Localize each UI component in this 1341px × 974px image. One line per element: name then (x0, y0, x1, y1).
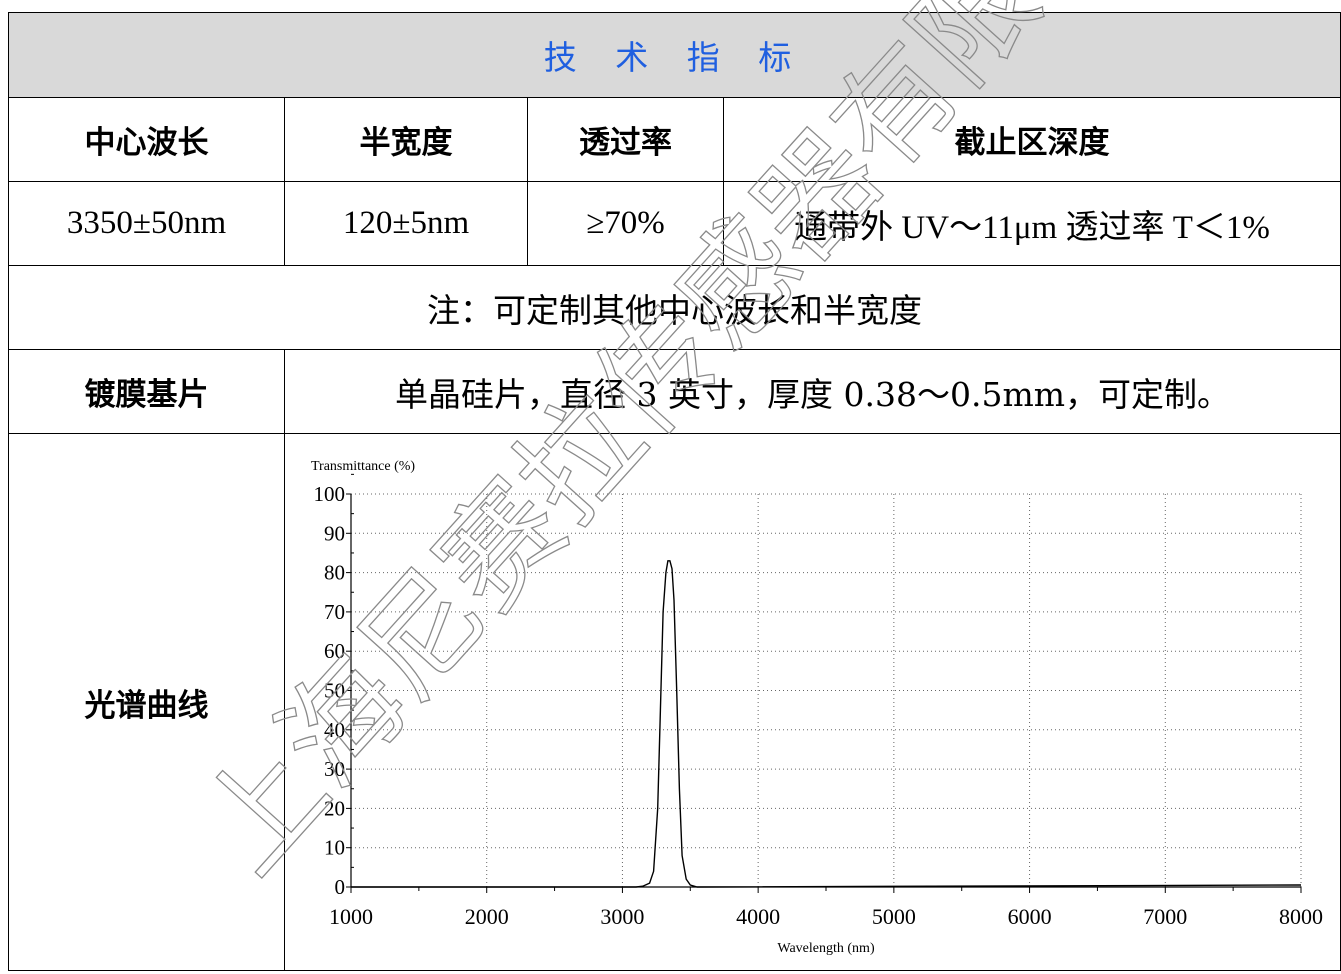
y-tick-label: 20 (324, 796, 345, 820)
header-center-wavelength: 中心波长 (8, 97, 285, 182)
header-cutoff-depth: 截止区深度 (722, 97, 1341, 182)
value-center-wavelength: 3350±50nm (8, 181, 285, 266)
y-tick-label: 0 (335, 875, 346, 899)
note-text: 注：可定制其他中心波长和半宽度 (7, 265, 1341, 350)
spectrum-chart: 0 10 20 30 40 50 60 70 80 90 100 1000 2000 3000 4000 50… (311, 459, 1323, 956)
x-tick-label: 8000 (1279, 904, 1323, 929)
y-tick-label: 50 (324, 679, 345, 703)
substrate-value: 单晶硅片，直径 3 英寸，厚度 0.38～0.5mm，可定制。 (283, 349, 1341, 434)
x-tick-label: 7000 (1143, 904, 1187, 929)
y-tick-label: 60 (324, 639, 345, 663)
table-title: 技 术 指 标 (543, 38, 806, 77)
spectrum-label: 光谱曲线 (8, 433, 285, 971)
substrate-label: 镀膜基片 (8, 349, 285, 434)
header-half-width: 半宽度 (284, 97, 528, 182)
header-transmittance: 透过率 (527, 97, 724, 182)
x-tick-label: 1000 (329, 904, 373, 929)
x-tick-label: 5000 (872, 904, 916, 929)
table-title-cell: 技 术 指 标 (7, 12, 1341, 98)
x-tick-label: 3000 (600, 904, 644, 929)
spectrum-chart-cell: 0 10 20 30 40 50 60 70 80 90 100 1000 2000 3000 4000 50… (283, 433, 1341, 971)
y-tick-label: 100 (314, 482, 346, 506)
value-transmittance: ≥70% (527, 181, 724, 266)
x-tick-label: 6000 (1008, 904, 1052, 929)
x-tick-label: 2000 (465, 904, 509, 929)
transmittance-curve (351, 560, 1302, 888)
x-axis-label: Wavelength (nm) (777, 941, 875, 956)
y-tick-label: 90 (324, 521, 345, 545)
y-tick-label: 80 (324, 561, 345, 585)
value-half-width: 120±5nm (284, 181, 528, 266)
y-tick-label: 10 (324, 836, 345, 860)
value-cutoff-depth: 通带外 UV～11μm 透过率 T＜1% (722, 181, 1341, 266)
x-tick-label: 4000 (736, 904, 780, 929)
y-tick-label: 30 (324, 757, 345, 781)
y-tick-label: 70 (324, 600, 345, 624)
spec-table: 技 术 指 标 中心波长 半宽度 透过率 截止区深度 3350±50nm 120… (7, 12, 1341, 971)
y-axis-label: Transmittance (%) (311, 459, 415, 474)
y-tick-label: 40 (324, 718, 345, 742)
